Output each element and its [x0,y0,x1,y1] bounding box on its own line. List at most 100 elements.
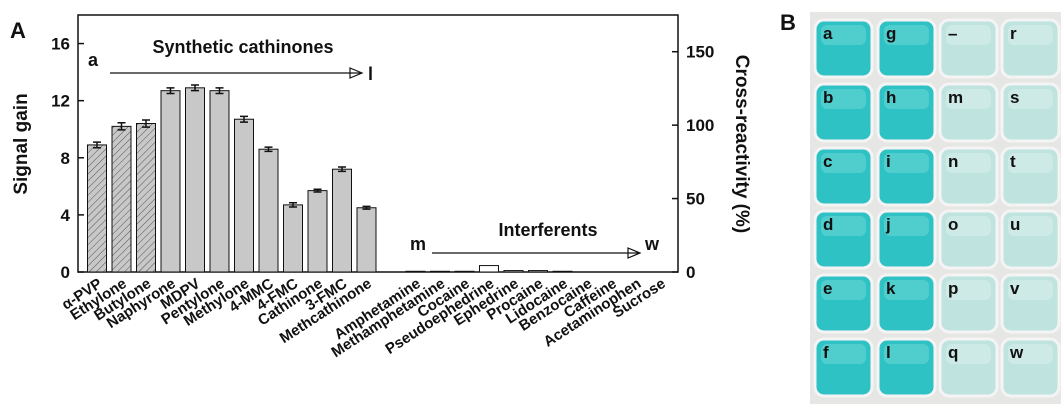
well-highlight [946,344,991,364]
bar [209,90,230,273]
well-label: q [948,343,958,362]
well-label: m [948,88,963,107]
bar [552,270,573,273]
y-tick-label: 12 [51,92,70,111]
well-label: d [823,215,833,234]
well-highlight [946,280,991,300]
well-label: t [1010,152,1016,171]
well-label: s [1010,88,1019,107]
bar [503,270,524,273]
well-highlight [946,153,991,173]
well-label: – [948,24,957,43]
well-label: f [823,343,829,362]
error-bar [142,119,150,128]
well-highlight [884,344,929,364]
well-highlight [1008,89,1053,109]
annotation: m [410,234,426,254]
error-bar [264,146,273,153]
bar [160,90,181,273]
well-label: i [886,152,891,171]
well-highlight [1008,216,1053,236]
well-highlight [946,89,991,109]
well-highlight [821,216,866,236]
well-highlight [1008,280,1053,300]
bar [430,270,450,273]
y-axis-title: Signal gain [11,93,32,194]
bar [136,123,156,273]
well-label: j [885,215,891,234]
y2-tick-label: 50 [686,190,705,209]
error-bar [240,115,248,123]
bar [111,125,132,273]
y2-tick-label: 100 [686,116,714,135]
well-label: o [948,215,958,234]
well-label: b [823,88,833,107]
y-tick-label: 4 [61,206,71,225]
bar [283,204,303,273]
well-label: l [886,343,891,362]
error-bar [338,166,346,173]
well-label: v [1010,279,1020,298]
annotation: a [88,50,99,70]
well-label: u [1010,215,1020,234]
arrow [432,247,642,259]
panel-label: B [780,10,796,35]
bar [528,270,548,273]
y2-axis-title: Cross-reactivity (%) [731,55,752,233]
error-bar [191,84,199,92]
well-highlight [821,280,866,300]
error-bar [93,141,101,149]
well-label: n [948,152,958,171]
well-label: a [823,24,833,43]
well-highlight [884,89,929,109]
well-highlight [884,25,929,45]
bar [405,270,426,273]
well-highlight [946,25,991,45]
bar [332,168,352,273]
bar [234,118,254,273]
well-highlight [821,25,866,45]
well-highlight [821,89,866,109]
well-highlight [946,216,991,236]
annotation: l [368,64,373,84]
well-label: h [886,88,896,107]
y-tick-label: 16 [51,35,70,54]
well-highlight [1008,153,1053,173]
bar [185,87,205,273]
y2-tick-label: 0 [686,263,695,282]
plot-frame [77,14,679,273]
well-highlight [884,153,929,173]
panel-label: A [10,18,26,43]
well-highlight [821,153,866,173]
error-bar [313,188,322,193]
arrow [110,67,364,79]
bar [258,148,279,273]
error-bar [362,205,371,210]
y2-tick-label: 150 [686,43,714,62]
error-bar [289,202,297,208]
well-highlight [884,216,929,236]
well-label: c [823,152,832,171]
y-tick-label: 0 [61,263,70,282]
annotation: Synthetic cathinones [152,37,333,57]
error-bar [166,87,175,95]
y-tick-label: 8 [61,149,70,168]
well-highlight [884,280,929,300]
well-highlight [821,344,866,364]
bar [87,144,107,273]
well-label: w [1009,343,1024,362]
well-label: r [1010,24,1017,43]
well-highlight [1008,344,1053,364]
annotation: Interferents [498,220,597,240]
well-highlight [1008,25,1053,45]
well-label: k [886,279,896,298]
bar [479,265,499,273]
error-bar [117,122,126,131]
error-bar [215,87,224,95]
well-label: g [886,24,896,43]
annotation: w [644,234,660,254]
bar [356,207,377,273]
well-label: e [823,279,832,298]
well-label: p [948,279,958,298]
